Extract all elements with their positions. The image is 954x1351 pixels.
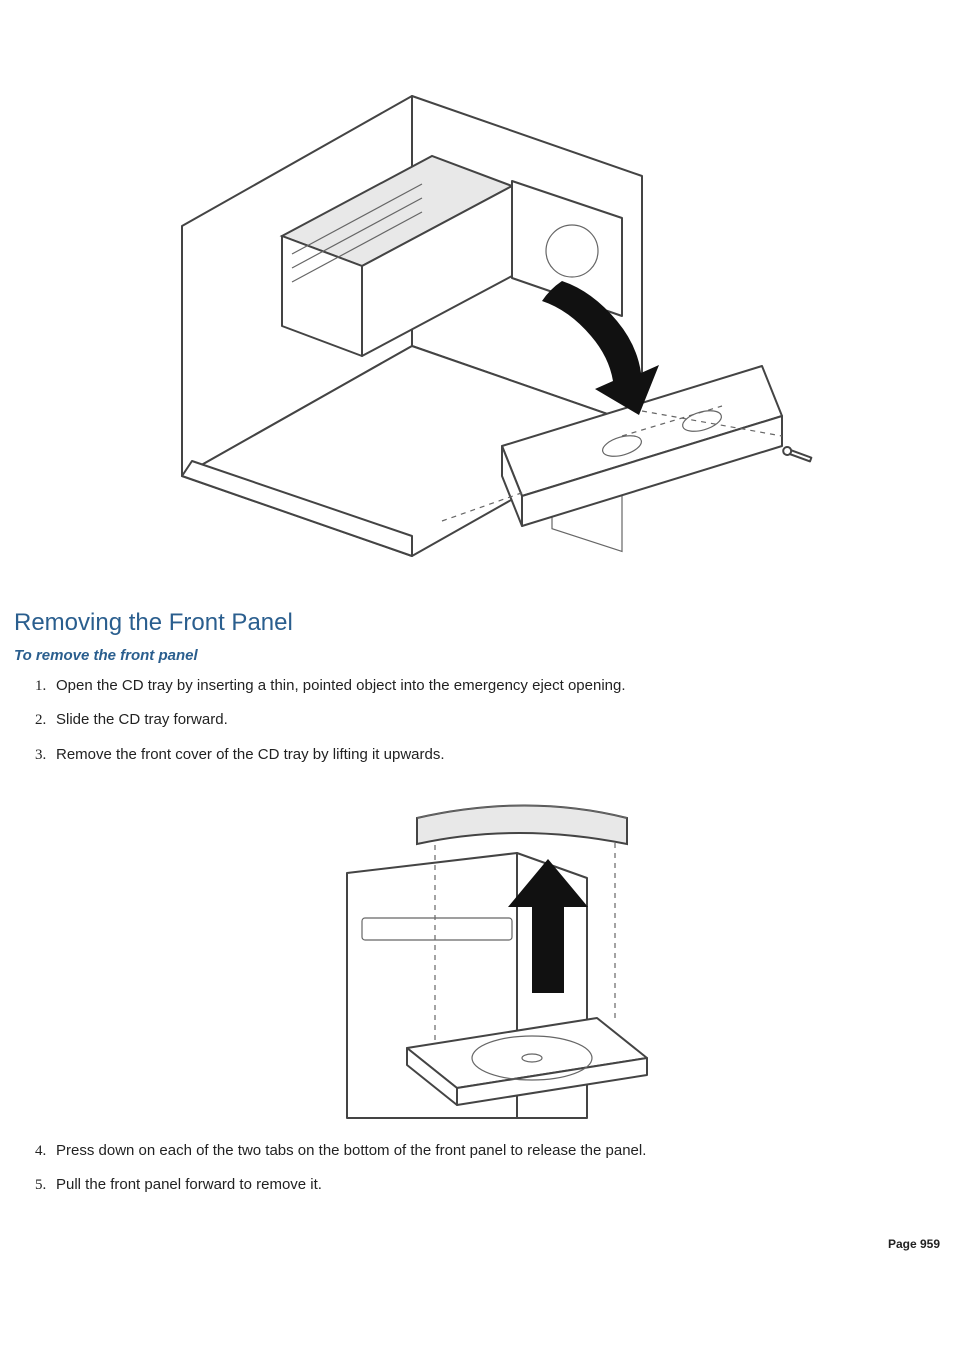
- section-heading: Removing the Front Panel: [14, 609, 940, 637]
- page-number: Page 959: [14, 1237, 940, 1251]
- step-item: Press down on each of the two tabs on th…: [50, 1141, 940, 1161]
- steps-list: Open the CD tray by inserting a thin, po…: [50, 676, 940, 765]
- figure-chassis-panel: Isometric line drawing of a desktop comp…: [14, 16, 940, 581]
- section-subheading: To remove the front panel: [14, 647, 940, 664]
- cd-bezel-diagram-svg: Line drawing showing the front of a towe…: [267, 783, 687, 1123]
- step-item: Remove the front cover of the CD tray by…: [50, 745, 940, 765]
- tray-bezel: [417, 805, 627, 844]
- step-item: Pull the front panel forward to remove i…: [50, 1175, 940, 1195]
- chassis-diagram-svg: Isometric line drawing of a desktop comp…: [82, 16, 872, 576]
- steps-list-cont: Press down on each of the two tabs on th…: [50, 1141, 940, 1196]
- step-item: Open the CD tray by inserting a thin, po…: [50, 676, 940, 696]
- step-item: Slide the CD tray forward.: [50, 710, 940, 730]
- figure-cd-bezel: Line drawing showing the front of a towe…: [14, 783, 940, 1123]
- figure-chassis-panel-box: Isometric line drawing of a desktop comp…: [82, 16, 872, 581]
